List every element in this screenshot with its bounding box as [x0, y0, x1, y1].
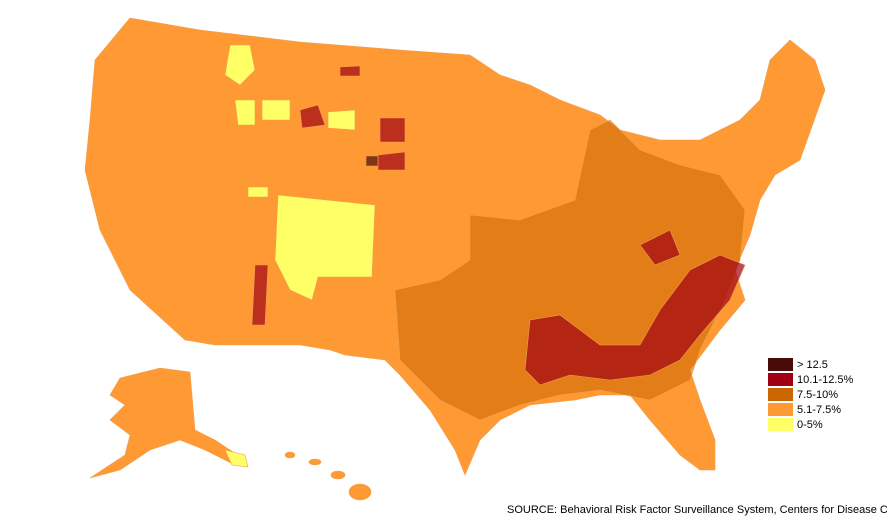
low-rate-area	[224, 44, 256, 86]
island	[348, 483, 372, 501]
legend-label: 10.1-12.5%	[797, 374, 853, 386]
island	[308, 458, 322, 466]
red-patch	[377, 151, 406, 171]
red-patch	[639, 229, 681, 266]
island	[284, 451, 296, 459]
dark-patch	[365, 155, 379, 167]
legend-swatch	[768, 388, 793, 401]
island	[330, 470, 346, 480]
legend-label: 0-5%	[797, 419, 823, 431]
low-rate-area	[261, 99, 291, 121]
low-rate-area	[247, 186, 269, 198]
low-rate-area	[327, 109, 356, 131]
red-patch	[339, 65, 361, 77]
legend-swatch	[768, 403, 793, 416]
low-rate-area	[224, 449, 249, 468]
legend-label: 7.5-10%	[797, 389, 838, 401]
red-patch	[379, 117, 406, 143]
alaska	[89, 367, 246, 479]
low-rate-area	[274, 194, 376, 301]
legend-swatch	[768, 373, 793, 386]
red-patch	[299, 104, 326, 129]
legend-swatch	[768, 358, 793, 371]
legend-swatch	[768, 418, 793, 431]
map-regions	[84, 17, 826, 476]
low-rate-area	[234, 99, 256, 126]
hawaii	[284, 451, 372, 501]
source-note: SOURCE: Behavioral Risk Factor Surveilla…	[507, 504, 887, 516]
legend: > 12.5 10.1-12.5% 7.5-10% 5.1-7.5% 0-5%	[768, 358, 853, 431]
legend-label: 5.1-7.5%	[797, 404, 841, 416]
red-patch	[251, 264, 269, 326]
legend-label: > 12.5	[797, 359, 828, 371]
highest-rate-belt	[524, 254, 746, 386]
